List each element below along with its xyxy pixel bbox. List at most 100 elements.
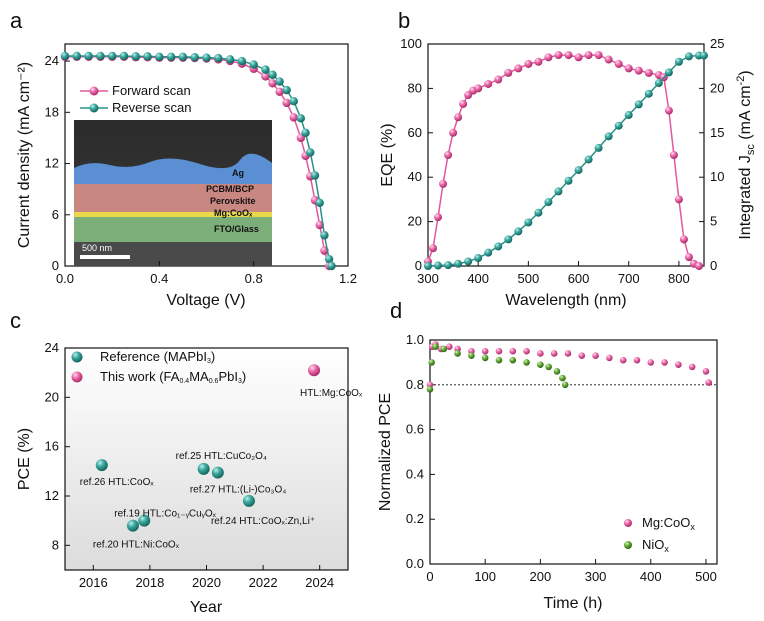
sem-layer-fto: [74, 217, 272, 242]
panel-b-series-0-point-11: [484, 79, 493, 88]
sem-label-perovskite: Perovskite: [210, 196, 256, 206]
panel-b-series-0-point-17: [544, 53, 553, 62]
panel-b-series-0-point-32: [674, 195, 683, 204]
panel-c-point-label-0-1: ref.20 HTL:Ni:CoOₓ: [93, 540, 180, 551]
panel-b-ytick-label-1: 20: [408, 214, 422, 229]
panel-a-xtick-label-3: 1.2: [339, 271, 357, 286]
panel-a-ytick-label-1: 6: [52, 207, 59, 222]
panel-d-series-0-point-4: [446, 343, 453, 351]
legend-reverse-marker: [89, 103, 99, 113]
panel-b-series-1-point-8: [504, 235, 513, 244]
panel-b-y2tick-label-4: 20: [710, 80, 724, 95]
sem-layer-glass: [74, 242, 272, 266]
panel-d-series-0-point-11: [537, 350, 544, 357]
panel-d-xtick-label-4: 400: [640, 569, 662, 584]
panel-b-series-0-point-33: [679, 235, 688, 244]
panel-b-xtick-label-3: 600: [568, 271, 590, 286]
panel-b-series-1-point-4: [464, 257, 473, 266]
sem-layer-ag: [74, 153, 272, 184]
panel-a-series-0-point-19: [275, 87, 284, 97]
panel-a-series-1-point-25: [310, 171, 320, 180]
panel-c-point-label-0-4: ref.27 HTL:(Li-)Co₃O₄: [190, 485, 287, 496]
panel-d-series-1-point-14: [561, 381, 569, 389]
sem-layer-perovskite: [74, 184, 272, 212]
panel-a-series-1-point-28: [324, 254, 334, 264]
panel-d-series-0-point-13: [564, 350, 572, 357]
legend-thiswork-marker: [71, 371, 83, 383]
panel-b-series-1-point-23: [654, 79, 663, 88]
panel-b-series-1-point-5: [474, 254, 483, 263]
panel-c-series-0-point-3: [197, 462, 210, 475]
panel-a-ylabel: Current density (mA cm⁻²): [16, 62, 33, 248]
sem-scale-bar: [80, 255, 130, 259]
panel-b-series-line-1: [427, 54, 704, 267]
sem-label-pcbm: PCBM/BCP: [206, 184, 254, 194]
panel-a-xtick-label-1: 0.4: [150, 271, 168, 286]
panel-d-series-0-point-20: [661, 359, 668, 366]
panel-b-series-0-point-27: [644, 68, 653, 77]
panel-d-series-1-point-12: [553, 368, 561, 375]
panel-c-point-label-0-2: ref.19 HTL:Co₁₋ᵧCuᵧOₓ: [114, 509, 216, 520]
panel-a-ytick-label-3: 18: [45, 104, 59, 119]
panel-d-series-0-point-15: [592, 352, 599, 359]
panel-b-series-0-point-26: [634, 66, 643, 75]
panel-c-series-0-point-4: [211, 466, 224, 479]
panel-d-ytick-label-2: 0.4: [406, 466, 424, 481]
panel-b-xtick-label-2: 500: [518, 271, 540, 286]
panel-b-series-0-point-12: [494, 75, 503, 84]
panel-letter-c: c: [10, 308, 21, 333]
panel-d-series-0-point-8: [495, 347, 503, 355]
panel-a-series-1-point-15: [237, 56, 247, 66]
panel-b-series-1-point-20: [624, 111, 633, 120]
panel-b-series-1-point-18: [604, 132, 613, 141]
panel-b-series-0-point-19: [564, 51, 573, 60]
panel-b-series-0-point-24: [614, 59, 623, 68]
panel-d-series-1-point-6: [481, 354, 489, 362]
panel-c-xtick-label-2: 2020: [192, 575, 221, 590]
legend-niox-label: NiOx: [642, 537, 669, 554]
panel-d-xtick-label-5: 500: [695, 569, 717, 584]
panel-b-series-1-point-0: [424, 262, 432, 270]
panel-d-series-1-point-3: [440, 345, 448, 353]
panel-a-series-1-point-16: [249, 60, 258, 69]
panel-a-series-1-point-4: [107, 51, 117, 61]
panel-c-ylabel: PCE (%): [16, 428, 33, 490]
panel-d-series-1-point-5: [468, 352, 475, 359]
panel-d-series-1-point-0: [426, 385, 434, 393]
panel-d-legend: Mg:CoOx NiOx: [624, 515, 695, 554]
panel-b-series-1-point-13: [554, 187, 563, 196]
panel-b-series-0-point-23: [604, 55, 613, 64]
panel-d-frame: [429, 339, 718, 565]
sem-scale-label: 500 nm: [82, 243, 112, 253]
legend-forward-label: Forward scan: [112, 83, 191, 98]
panel-b-xtick-label-5: 800: [668, 271, 690, 286]
panel-d-xlabel: Time (h): [544, 595, 603, 612]
panel-letter-a: a: [10, 8, 23, 33]
panel-c-ytick-label-0: 8: [52, 537, 59, 552]
panel-a-series-0-point-20: [282, 98, 291, 108]
panel-d-ytick-label-5: 1.0: [406, 332, 424, 347]
panel-b-series-0-point-30: [664, 106, 673, 115]
panel-c-xtick-label-4: 2024: [305, 575, 334, 590]
panel-d-series-0-point-12: [550, 350, 558, 357]
panel-a-series-0-point-17: [261, 72, 270, 81]
legend-forward-marker: [89, 86, 99, 96]
panel-b-xtick-label-0: 300: [417, 271, 439, 286]
panel-d-series-0-point-24: [705, 379, 713, 386]
panel-c-point-label-0-0: ref.26 HTL:CoOₓ: [80, 477, 155, 488]
panel-d-ylabel: Normalized PCE: [377, 393, 394, 511]
panel-c-xlabel: Year: [190, 599, 223, 616]
panel-d-series-0-point-21: [675, 361, 682, 368]
panel-a-series-1-point-7: [143, 52, 152, 61]
panel-b-series-0-point-3: [439, 179, 448, 188]
panel-d: 0 100 200 300 400 500 0.0 0.2 0.4 0.6 0.8 1.0 Mg:Co…: [377, 332, 718, 612]
panel-a-ytick-label-0: 0: [52, 258, 59, 273]
panel-a-series-1-point-23: [301, 128, 310, 137]
panel-a-series-1-point-10: [178, 52, 188, 62]
panel-a-series-1-point-5: [119, 51, 129, 61]
panel-c-series-0-point-2: [138, 514, 151, 527]
panel-d-series-0-point-14: [578, 352, 586, 359]
panel-d-series-1-point-2: [432, 343, 439, 351]
panel-d-xtick-label-0: 0: [426, 569, 433, 584]
